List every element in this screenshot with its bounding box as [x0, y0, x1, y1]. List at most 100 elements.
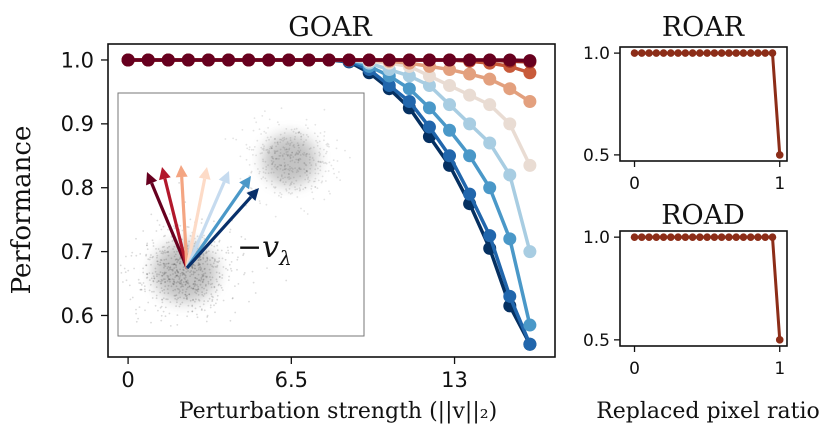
- cloud-point: [174, 259, 177, 261]
- y-tick-label: 0.7: [61, 240, 94, 264]
- cloud-point: [213, 286, 216, 289]
- cloud-point: [192, 287, 195, 290]
- cloud-point: [197, 298, 200, 301]
- cloud-point: [264, 172, 267, 175]
- cloud-point: [296, 196, 299, 198]
- cloud-point: [138, 282, 141, 284]
- cloud-point: [301, 153, 304, 155]
- cloud-point: [267, 164, 269, 167]
- data-point: [463, 67, 477, 81]
- cloud-point: [163, 259, 166, 261]
- cloud-core: [262, 134, 318, 186]
- cloud-point: [280, 174, 283, 177]
- cloud-point: [201, 291, 204, 294]
- cloud-point: [295, 127, 298, 130]
- cloud-point: [272, 160, 275, 163]
- x-tick-label: 6.5: [275, 368, 308, 392]
- data-point: [181, 53, 195, 67]
- cloud-point: [218, 257, 221, 260]
- cloud-point: [262, 167, 264, 170]
- cloud-point: [181, 271, 183, 274]
- cloud-point: [199, 266, 202, 268]
- series-line: [634, 51, 782, 155]
- cloud-point: [315, 139, 317, 142]
- cloud-point: [298, 189, 301, 192]
- cloud-point: [205, 283, 207, 286]
- cloud-point: [184, 274, 186, 276]
- data-point: [483, 53, 497, 67]
- cloud-point: [264, 177, 267, 180]
- cloud-point: [165, 298, 168, 301]
- cloud-point: [142, 230, 145, 232]
- cloud-point: [270, 183, 273, 186]
- cloud-point: [255, 121, 258, 124]
- cloud-point: [184, 283, 187, 286]
- cloud-point: [298, 187, 301, 190]
- cloud-point: [209, 306, 212, 309]
- cloud-point: [187, 310, 190, 313]
- cloud-point: [164, 306, 167, 309]
- cloud-point: [304, 163, 307, 166]
- cloud-point: [221, 257, 224, 260]
- cloud-point: [176, 250, 178, 253]
- cloud-point: [216, 294, 219, 297]
- cloud-point: [172, 282, 174, 285]
- cloud-point: [260, 177, 263, 180]
- cloud-point: [160, 314, 163, 317]
- data-point: [422, 79, 436, 93]
- cloud-point: [314, 186, 317, 188]
- cloud-point: [272, 171, 275, 174]
- cloud-point: [124, 271, 127, 274]
- x-tick-label: 0: [121, 368, 134, 392]
- cloud-point: [197, 268, 200, 271]
- cloud-point: [138, 306, 141, 308]
- data-point: [637, 49, 646, 57]
- cloud-point: [250, 170, 253, 173]
- cloud-point: [197, 288, 200, 291]
- cloud-point: [192, 299, 194, 301]
- cloud-point: [298, 167, 300, 170]
- cloud-point: [285, 127, 288, 130]
- cloud-point: [186, 282, 189, 285]
- cloud-point: [191, 266, 194, 269]
- x-tick-label: 1: [774, 359, 785, 379]
- cloud-point: [171, 240, 174, 243]
- cloud-point: [193, 272, 195, 274]
- cloud-point: [176, 287, 179, 290]
- cloud-point: [184, 291, 187, 293]
- cloud-point: [192, 263, 195, 266]
- cloud-point: [152, 245, 155, 247]
- cloud-point: [216, 280, 218, 283]
- cloud-point: [149, 283, 152, 286]
- goar-axes-frame: [107, 43, 556, 358]
- cloud-point: [289, 144, 291, 147]
- roar-axes-frame: [619, 46, 788, 162]
- cloud-point: [206, 258, 209, 260]
- cloud-point: [129, 298, 132, 301]
- cloud-point: [178, 282, 181, 285]
- cloud-point: [271, 145, 274, 148]
- cloud-point: [318, 151, 321, 154]
- cloud-point: [197, 262, 200, 264]
- cloud-point: [266, 148, 269, 151]
- cloud-point: [310, 164, 313, 167]
- cloud-point: [161, 298, 163, 301]
- cloud-point: [189, 235, 192, 237]
- cloud-point: [296, 188, 298, 191]
- data-point: [262, 53, 276, 67]
- cloud-point: [274, 158, 277, 160]
- cloud-point: [183, 273, 186, 275]
- cloud-point: [150, 277, 153, 280]
- data-point: [443, 63, 457, 77]
- cloud-point: [214, 291, 217, 293]
- cloud-point: [307, 127, 309, 130]
- cloud-point: [319, 160, 322, 163]
- cloud-point: [161, 301, 164, 304]
- cloud-point: [156, 256, 158, 259]
- series-angle-1: [121, 53, 537, 68]
- inset-arrow-head: [246, 188, 259, 201]
- cloud-point: [202, 278, 205, 281]
- cloud-point: [156, 219, 159, 222]
- cloud-point: [212, 296, 214, 298]
- cloud-point: [197, 259, 200, 262]
